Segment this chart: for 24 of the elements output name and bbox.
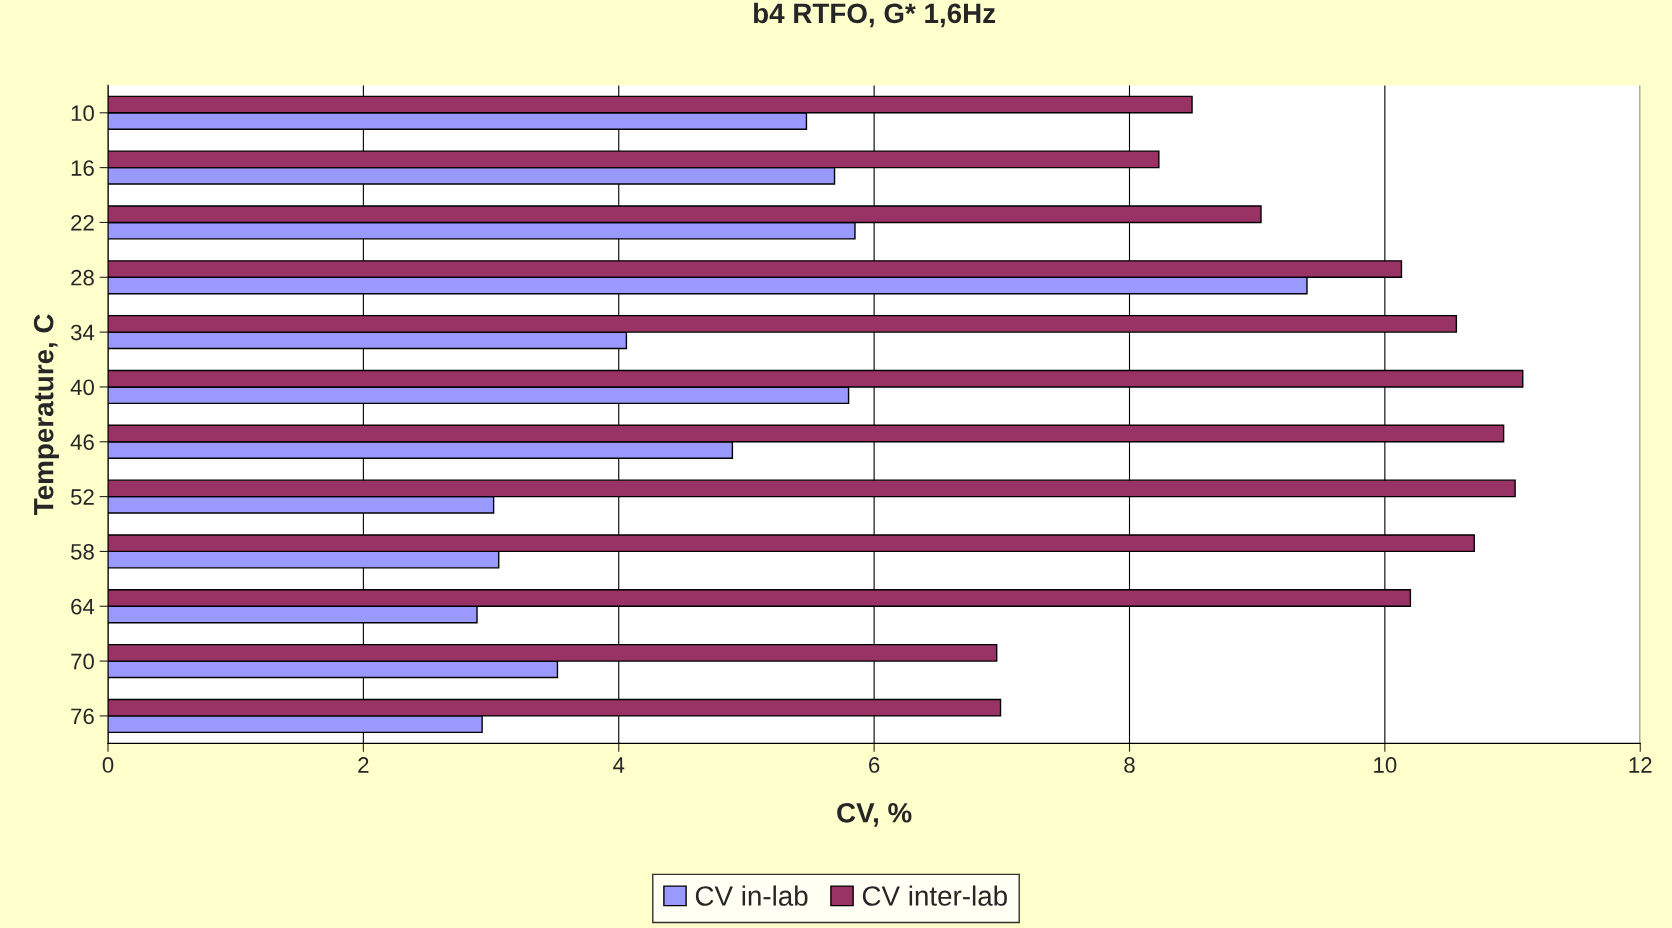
y-tick-label: 10 [71, 105, 94, 122]
y-tick-label: 46 [70, 434, 94, 451]
y-axis-title: Temperature, C [33, 314, 59, 515]
x-tick-label: 12 [1629, 757, 1652, 773]
x-tick-label: 0 [102, 757, 114, 773]
chart-title: b4 RTFO, G* 1,6Hz [754, 2, 996, 28]
y-tick-label: 58 [70, 543, 94, 560]
y-tick-label: 16 [71, 160, 94, 176]
y-tick-label: 40 [70, 379, 94, 396]
x-tick-label: 8 [1124, 757, 1135, 773]
y-tick-label: 76 [71, 708, 94, 725]
legend-label: CV in-lab [695, 885, 808, 906]
y-tick-label: 34 [70, 324, 95, 341]
x-tick-label: 6 [869, 757, 880, 773]
x-axis-title: CV, % [837, 802, 912, 827]
x-tick-label: 10 [1374, 757, 1397, 773]
y-tick-label: 22 [71, 214, 94, 231]
x-tick-label: 4 [613, 757, 625, 773]
x-tick-label: 2 [358, 757, 369, 773]
legend-label: CV inter-lab [862, 885, 1007, 906]
y-tick-label: 64 [71, 598, 95, 615]
y-tick-label: 28 [71, 269, 94, 286]
y-tick-label: 52 [70, 489, 94, 505]
y-tick-label: 70 [71, 653, 94, 670]
